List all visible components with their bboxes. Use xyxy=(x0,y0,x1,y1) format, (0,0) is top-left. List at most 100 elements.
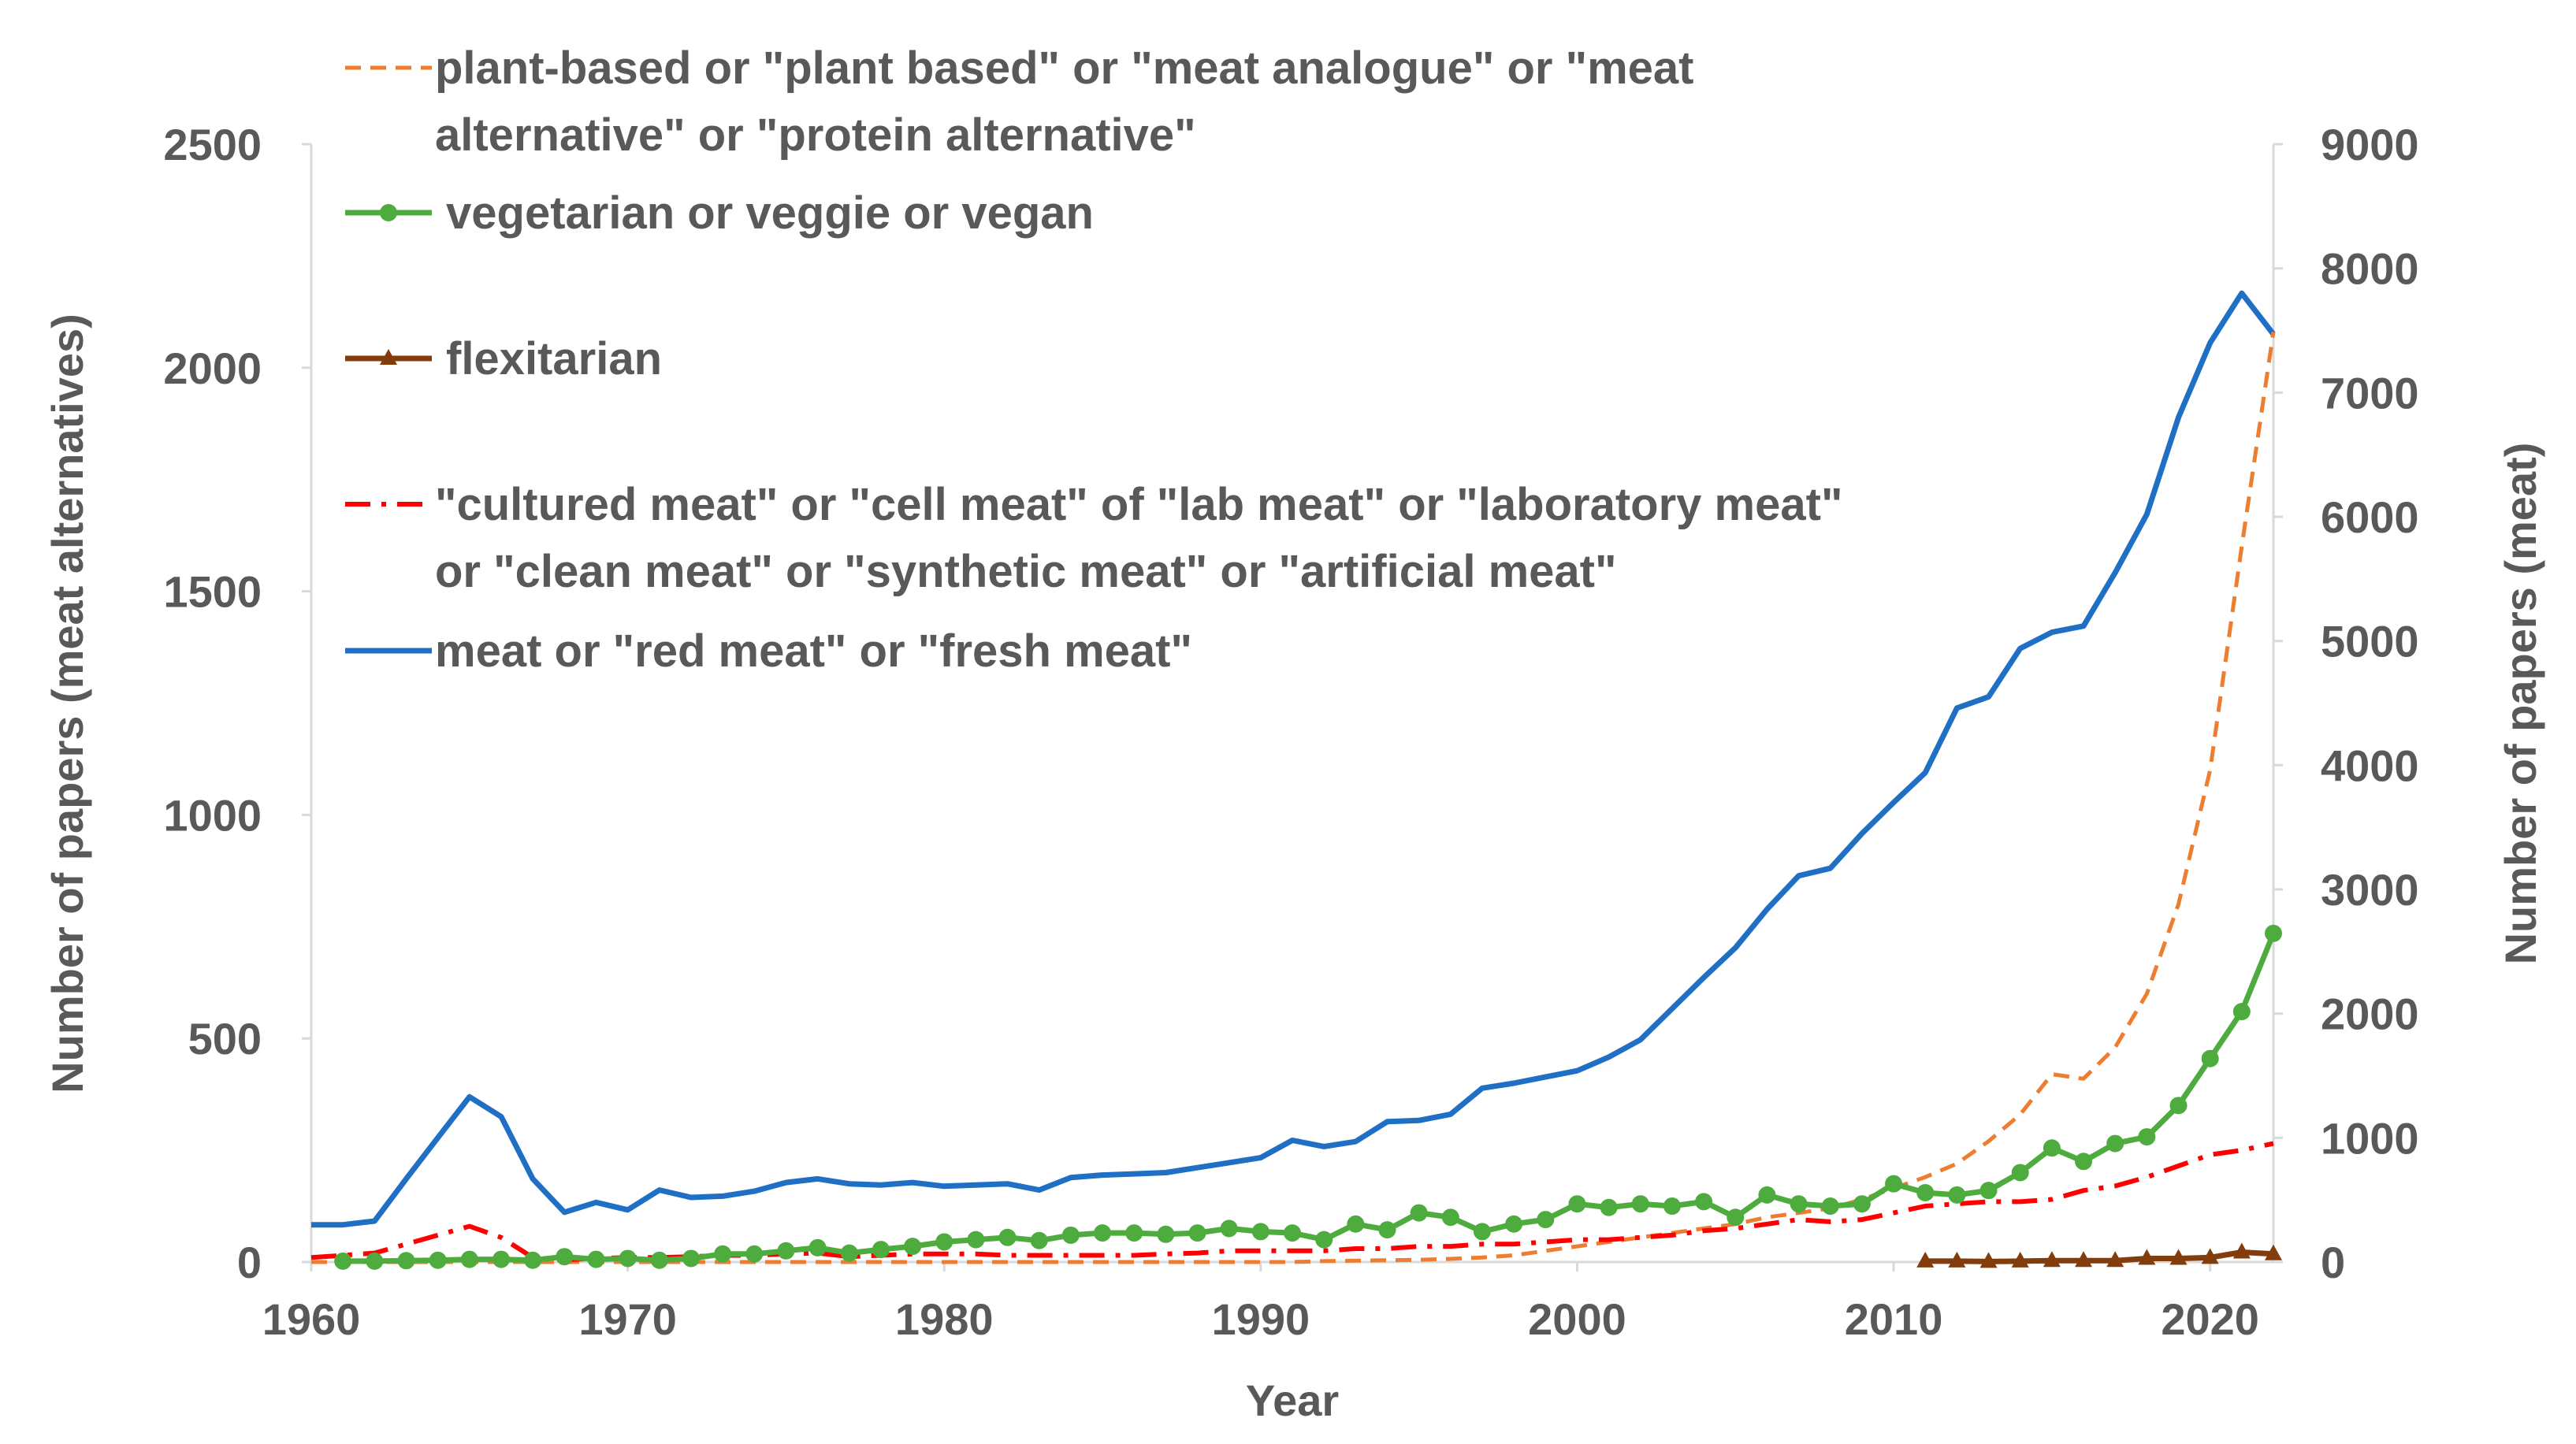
legend-label: meat or "red meat" or "fresh meat" xyxy=(435,625,1192,677)
legend-label: flexitarian xyxy=(446,333,662,384)
data-point xyxy=(1473,1223,1491,1241)
series-line xyxy=(343,932,2277,1264)
data-point xyxy=(1631,1195,1649,1213)
left-y-tick-label: 500 xyxy=(188,1014,262,1064)
right-y-tick-label: 5000 xyxy=(2321,617,2419,666)
right-y-tick-label: 4000 xyxy=(2321,741,2419,790)
data-point xyxy=(1600,1198,1618,1216)
data-point xyxy=(429,1251,447,1269)
data-point xyxy=(1885,1175,1903,1193)
series-4 xyxy=(311,290,2276,1228)
data-point xyxy=(1727,1208,1745,1227)
data-point xyxy=(492,1250,510,1268)
x-tick-labels: 1960 1970 1980 1990 2000 2010 2020 xyxy=(262,1262,2259,1344)
data-point xyxy=(2043,1251,2061,1268)
data-point xyxy=(1568,1195,1586,1213)
data-point xyxy=(1347,1215,1365,1233)
left-axis: Number of papers (meat alternatives) xyxy=(43,144,313,1262)
series-3 xyxy=(310,1141,2274,1263)
data-point xyxy=(524,1251,542,1269)
data-point xyxy=(2106,1251,2124,1268)
data-point xyxy=(397,1252,415,1270)
series-layer xyxy=(310,290,2282,1270)
data-point xyxy=(714,1245,732,1263)
data-point xyxy=(1537,1211,1555,1229)
right-y-tick-label: 1000 xyxy=(2321,1113,2419,1163)
data-point xyxy=(2201,1049,2219,1067)
data-point xyxy=(2169,1097,2188,1115)
data-point xyxy=(1030,1231,1048,1249)
legend-label: vegetarian or veggie or vegan xyxy=(446,187,1094,239)
data-point xyxy=(334,1252,352,1270)
data-point xyxy=(1663,1197,1681,1216)
data-point xyxy=(935,1233,953,1251)
data-point xyxy=(967,1231,985,1249)
data-point xyxy=(2138,1128,2156,1146)
right-y-tick-labels: 0 1000 2000 3000 4000 5000 6000 7000 8000 9000 xyxy=(2273,120,2419,1287)
data-point xyxy=(380,204,397,221)
data-point xyxy=(1157,1225,1175,1243)
data-point xyxy=(2265,1244,2282,1260)
right-y-tick-label: 2000 xyxy=(2321,989,2419,1039)
data-point xyxy=(2232,1003,2251,1021)
data-point xyxy=(808,1238,827,1257)
x-tick-label: 1970 xyxy=(578,1294,677,1344)
legend-label: or "clean meat" or "synthetic meat" or "… xyxy=(435,546,1616,597)
right-y-tick-label: 6000 xyxy=(2321,492,2419,542)
left-y-tick-label: 2500 xyxy=(163,120,262,169)
data-point xyxy=(1061,1226,1080,1244)
right-y-tick-label: 8000 xyxy=(2321,244,2419,294)
data-point xyxy=(366,1252,384,1270)
right-y-tick-label: 0 xyxy=(2321,1238,2345,1287)
data-point xyxy=(1853,1195,1871,1213)
data-point xyxy=(650,1251,668,1269)
data-point xyxy=(1695,1193,1713,1211)
data-point xyxy=(1315,1231,1333,1249)
data-point xyxy=(1948,1186,1966,1204)
series-line xyxy=(311,332,2276,1264)
data-point xyxy=(1410,1204,1428,1222)
data-point xyxy=(1979,1182,1998,1200)
x-tick-label: 2020 xyxy=(2161,1294,2259,1344)
data-point xyxy=(1916,1251,1935,1268)
right-axis-title: Number of papers (meat) xyxy=(2496,443,2545,965)
data-point xyxy=(2075,1153,2093,1171)
legend-item-4: meat or "red meat" or "fresh meat" xyxy=(345,625,1192,677)
series-line xyxy=(1925,1249,2274,1264)
data-point xyxy=(2201,1248,2219,1264)
series-line xyxy=(310,1141,2274,1263)
data-point xyxy=(619,1249,637,1268)
x-tick-label: 2010 xyxy=(1845,1294,1943,1344)
x-tick-label: 1990 xyxy=(1212,1294,1310,1344)
right-y-tick-label: 3000 xyxy=(2321,865,2419,915)
data-point xyxy=(1505,1215,1523,1233)
data-point xyxy=(2011,1251,2029,1268)
data-point xyxy=(682,1249,700,1268)
left-y-tick-label: 1500 xyxy=(163,567,262,617)
x-tick-label: 1960 xyxy=(262,1294,361,1344)
data-point xyxy=(872,1241,890,1259)
data-point xyxy=(1188,1224,1206,1242)
legend-item-0: plant-based or "plant based" or "meat an… xyxy=(345,43,1693,161)
series-0 xyxy=(311,332,2276,1264)
x-tick-label: 1980 xyxy=(895,1294,994,1344)
left-y-tick-label: 2000 xyxy=(163,343,262,393)
data-point xyxy=(777,1242,795,1260)
x-axis-title: Year xyxy=(1246,1375,1339,1425)
legend: plant-based or "plant based" or "meat an… xyxy=(345,43,1842,677)
data-point xyxy=(380,349,397,365)
data-point xyxy=(2232,1242,2251,1259)
legend-item-1: vegetarian or veggie or vegan xyxy=(345,187,1094,239)
data-point xyxy=(1441,1208,1459,1227)
series-1 xyxy=(334,924,2282,1270)
data-point xyxy=(904,1238,922,1256)
right-y-tick-label: 9000 xyxy=(2321,120,2419,169)
data-point xyxy=(1378,1221,1396,1239)
data-point xyxy=(1094,1224,1112,1242)
left-y-tick-labels: 0 500 1000 1500 2000 2500 xyxy=(163,120,311,1287)
data-point xyxy=(2043,1139,2061,1157)
data-point xyxy=(745,1245,764,1263)
data-point xyxy=(2265,924,2282,942)
legend-label: plant-based or "plant based" or "meat an… xyxy=(435,43,1693,94)
